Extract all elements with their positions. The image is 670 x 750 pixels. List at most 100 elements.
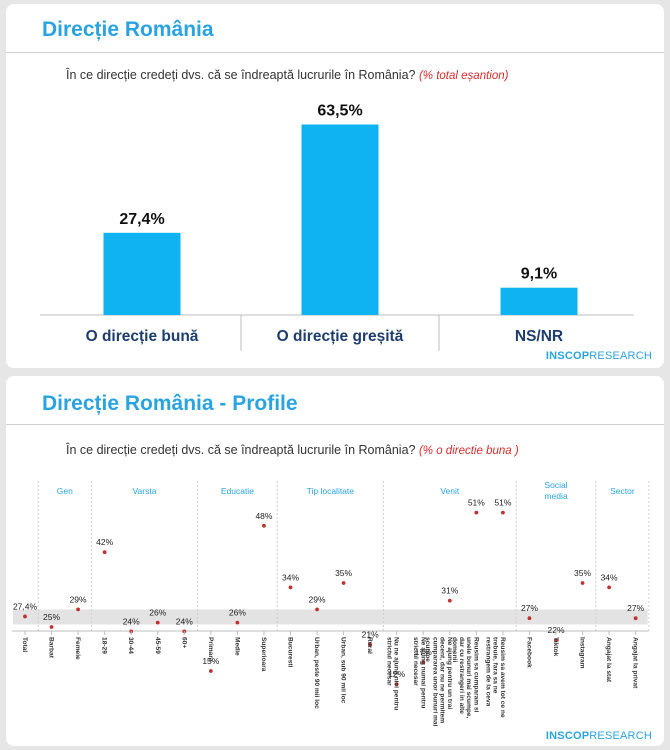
panel-title: Direcție România <box>42 18 214 41</box>
data-point <box>501 510 505 515</box>
bar-chart: 27,4% O direcție bună 63,5% O direcție greș… <box>40 103 634 351</box>
data-point <box>447 598 452 603</box>
overall-direction-panel: Direcție România În ce direcție credeți … <box>6 4 664 368</box>
inscop-logo: INSCOPRESEARCH <box>546 730 652 742</box>
title-divider <box>6 424 664 425</box>
group-header: Gen <box>57 486 73 496</box>
point-value-label: 12% <box>388 669 405 679</box>
data-point <box>580 581 585 585</box>
question-text: În ce direcție credeți dvs. că se îndrea… <box>66 68 416 82</box>
point-value-label: 26% <box>229 608 246 618</box>
category-label: Urban, peste 90 mii loc <box>313 637 320 709</box>
data-point <box>607 585 611 590</box>
bar <box>500 287 578 315</box>
data-point <box>368 642 373 647</box>
point-value-label: 31% <box>441 586 458 596</box>
data-point <box>474 510 479 515</box>
data-point <box>262 523 266 528</box>
bar-value-label: 9,1% <box>521 266 557 283</box>
data-point <box>315 607 319 612</box>
point-value-label: 24% <box>123 616 140 626</box>
category-label: 45-59 <box>154 637 161 654</box>
data-point <box>394 682 399 687</box>
category-label: 60+ <box>180 637 187 648</box>
data-point <box>527 616 532 621</box>
point-value-label: 27,4% <box>13 601 38 611</box>
survey-question: În ce direcție credeți dvs. că se îndrea… <box>66 68 508 82</box>
panel-title: Direcție România - Profile <box>42 392 298 415</box>
category-label: Reusim sa cumparam siunele bunuri mai sc… <box>451 637 480 719</box>
data-point <box>341 581 346 585</box>
point-value-label: 35% <box>574 568 591 578</box>
data-point <box>554 638 558 643</box>
group-header: Social <box>544 480 567 490</box>
category-label: Ne ajung pentru un traidecent, dar nu ne… <box>424 637 453 727</box>
category-label: Ne ajung numai pentrustrictul necesar <box>412 637 426 708</box>
point-value-label: 22% <box>547 625 564 635</box>
category-label: Urban, sub 90 mii loc <box>340 637 347 704</box>
logo-main: INSCOP <box>545 350 590 362</box>
category-label: Medie <box>233 637 240 656</box>
point-value-label: 48% <box>255 511 272 521</box>
category-label: Angajat la stat <box>605 637 612 683</box>
point-value-label: 24% <box>176 616 193 626</box>
survey-question: În ce direcție credeți dvs. că se îndrea… <box>66 443 519 457</box>
bar-value-label: 27,4% <box>119 211 164 228</box>
category-label: O direcție greșită <box>277 328 404 345</box>
data-point <box>76 607 80 612</box>
group-header: Educatie <box>221 486 254 496</box>
point-value-label: 26% <box>149 608 166 618</box>
logo-main: INSCOP <box>545 730 590 742</box>
bar <box>301 124 379 315</box>
group-header: media <box>544 491 567 501</box>
category-label: Tiktok <box>552 637 559 657</box>
point-value-label: 34% <box>601 572 618 582</box>
group-header: Tip localitate <box>307 486 355 496</box>
category-label: Bucuresti <box>287 637 294 668</box>
logo-sub: RESEARCH <box>589 350 652 362</box>
category-label: Nu ne ajung nici pentrustrictul necesar <box>386 637 400 710</box>
category-label: 30-44 <box>127 637 134 654</box>
point-value-label: 27% <box>627 603 644 613</box>
question-text: În ce direcție credeți dvs. că se îndrea… <box>66 443 416 457</box>
category-label: Rural <box>366 637 373 654</box>
point-value-label: 17% <box>415 647 432 657</box>
point-value-label: 34% <box>282 572 299 582</box>
data-point <box>288 585 293 590</box>
point-value-label: 25% <box>43 612 60 622</box>
group-header: Varsta <box>133 486 157 496</box>
point-value-label: 29% <box>70 594 87 604</box>
category-label: Barbat <box>48 637 55 659</box>
category-label: Facebook <box>525 637 532 668</box>
point-value-label: 29% <box>309 594 326 604</box>
category-label: Superioara <box>260 637 267 672</box>
data-point <box>235 620 240 625</box>
point-value-label: 42% <box>96 537 113 547</box>
bar <box>103 232 181 315</box>
point-value-label: 51% <box>468 498 485 508</box>
data-point <box>23 614 27 619</box>
data-point <box>208 669 213 673</box>
category-label: Angajat la privat <box>632 637 639 689</box>
data-point <box>633 616 638 621</box>
category-label: O direcție bună <box>86 328 199 345</box>
category-label: Instagram <box>579 637 586 669</box>
bar-value-label: 63,5% <box>317 103 362 120</box>
profile-panel: Direcție România - Profile În ce direcți… <box>6 376 664 746</box>
group-header: Venit <box>440 486 460 496</box>
data-point <box>102 550 107 555</box>
inscop-logo: INSCOPRESEARCH <box>546 350 652 362</box>
category-label: Total <box>21 637 28 652</box>
point-value-label: 51% <box>494 498 511 508</box>
total-reference-band <box>13 609 648 625</box>
category-label: Reusim sa avem tot ce netrebuie, fara sa… <box>485 637 506 718</box>
point-value-label: 35% <box>335 568 352 578</box>
point-value-label: 15% <box>202 656 219 666</box>
logo-sub: RESEARCH <box>589 730 652 742</box>
category-label: Femeie <box>74 637 81 660</box>
profile-chart: Gen Varsta Educatie Tip localitate Venit Soci… <box>12 480 650 727</box>
category-label: Primara <box>207 637 214 662</box>
data-point <box>155 620 160 625</box>
title-divider <box>6 52 664 53</box>
data-point <box>421 660 426 665</box>
